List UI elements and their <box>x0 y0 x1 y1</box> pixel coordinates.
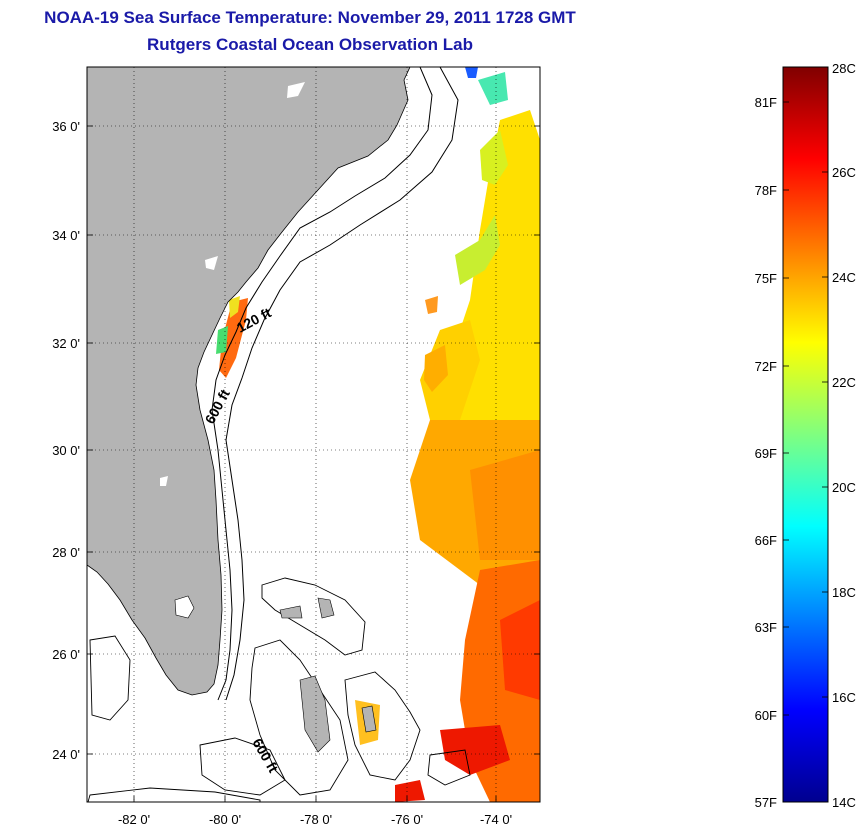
colorbar-c-26: 26C <box>832 165 856 180</box>
colorbar-c-24: 24C <box>832 270 856 285</box>
lat-label-24: 24 0' <box>52 747 80 762</box>
colorbar-c-16: 16C <box>832 690 856 705</box>
colorbar-f-66: 66F <box>755 533 777 548</box>
colorbar-c-14: 14C <box>832 795 856 810</box>
colorbar-c-28: 28C <box>832 61 856 76</box>
colorbar-f-72: 72F <box>755 359 777 374</box>
temperature-colorbar <box>782 66 829 803</box>
colorbar-f-81: 81F <box>755 95 777 110</box>
colorbar-f-75: 75F <box>755 271 777 286</box>
lon-label-76: -76 0' <box>391 812 423 827</box>
bahamas-banks <box>87 577 471 802</box>
lat-lon-grid <box>87 67 540 802</box>
lat-label-36: 36 0' <box>52 119 80 134</box>
map-title: NOAA-19 Sea Surface Temperature: Novembe… <box>44 8 576 27</box>
lon-label-82: -82 0' <box>118 812 150 827</box>
isobath-600ft <box>225 67 459 701</box>
lon-label-78: -78 0' <box>300 812 332 827</box>
lon-label-74: -74 0' <box>480 812 512 827</box>
map-subtitle: Rutgers Coastal Ocean Observation Lab <box>147 35 473 54</box>
isobath-120ft <box>211 67 433 701</box>
lat-label-32: 32 0' <box>52 336 80 351</box>
colorbar-c-22: 22C <box>832 375 856 390</box>
colorbar-c-20: 20C <box>832 480 856 495</box>
bahamas-islands <box>279 597 377 753</box>
lat-label-30: 30 0' <box>52 443 80 458</box>
colorbar-f-57: 57F <box>755 795 777 810</box>
frame-ticks <box>87 125 540 802</box>
lat-label-26: 26 0' <box>52 647 80 662</box>
colorbar-f-69: 69F <box>755 446 777 461</box>
lat-label-34: 34 0' <box>52 228 80 243</box>
lon-label-80: -80 0' <box>209 812 241 827</box>
sst-satellite-data <box>216 67 540 802</box>
colorbar-f-60: 60F <box>755 708 777 723</box>
lat-label-28: 28 0' <box>52 545 80 560</box>
us-landmass <box>87 67 411 696</box>
colorbar-f-63: 63F <box>755 620 777 635</box>
colorbar-f-78: 78F <box>755 183 777 198</box>
colorbar-c-18: 18C <box>832 585 856 600</box>
